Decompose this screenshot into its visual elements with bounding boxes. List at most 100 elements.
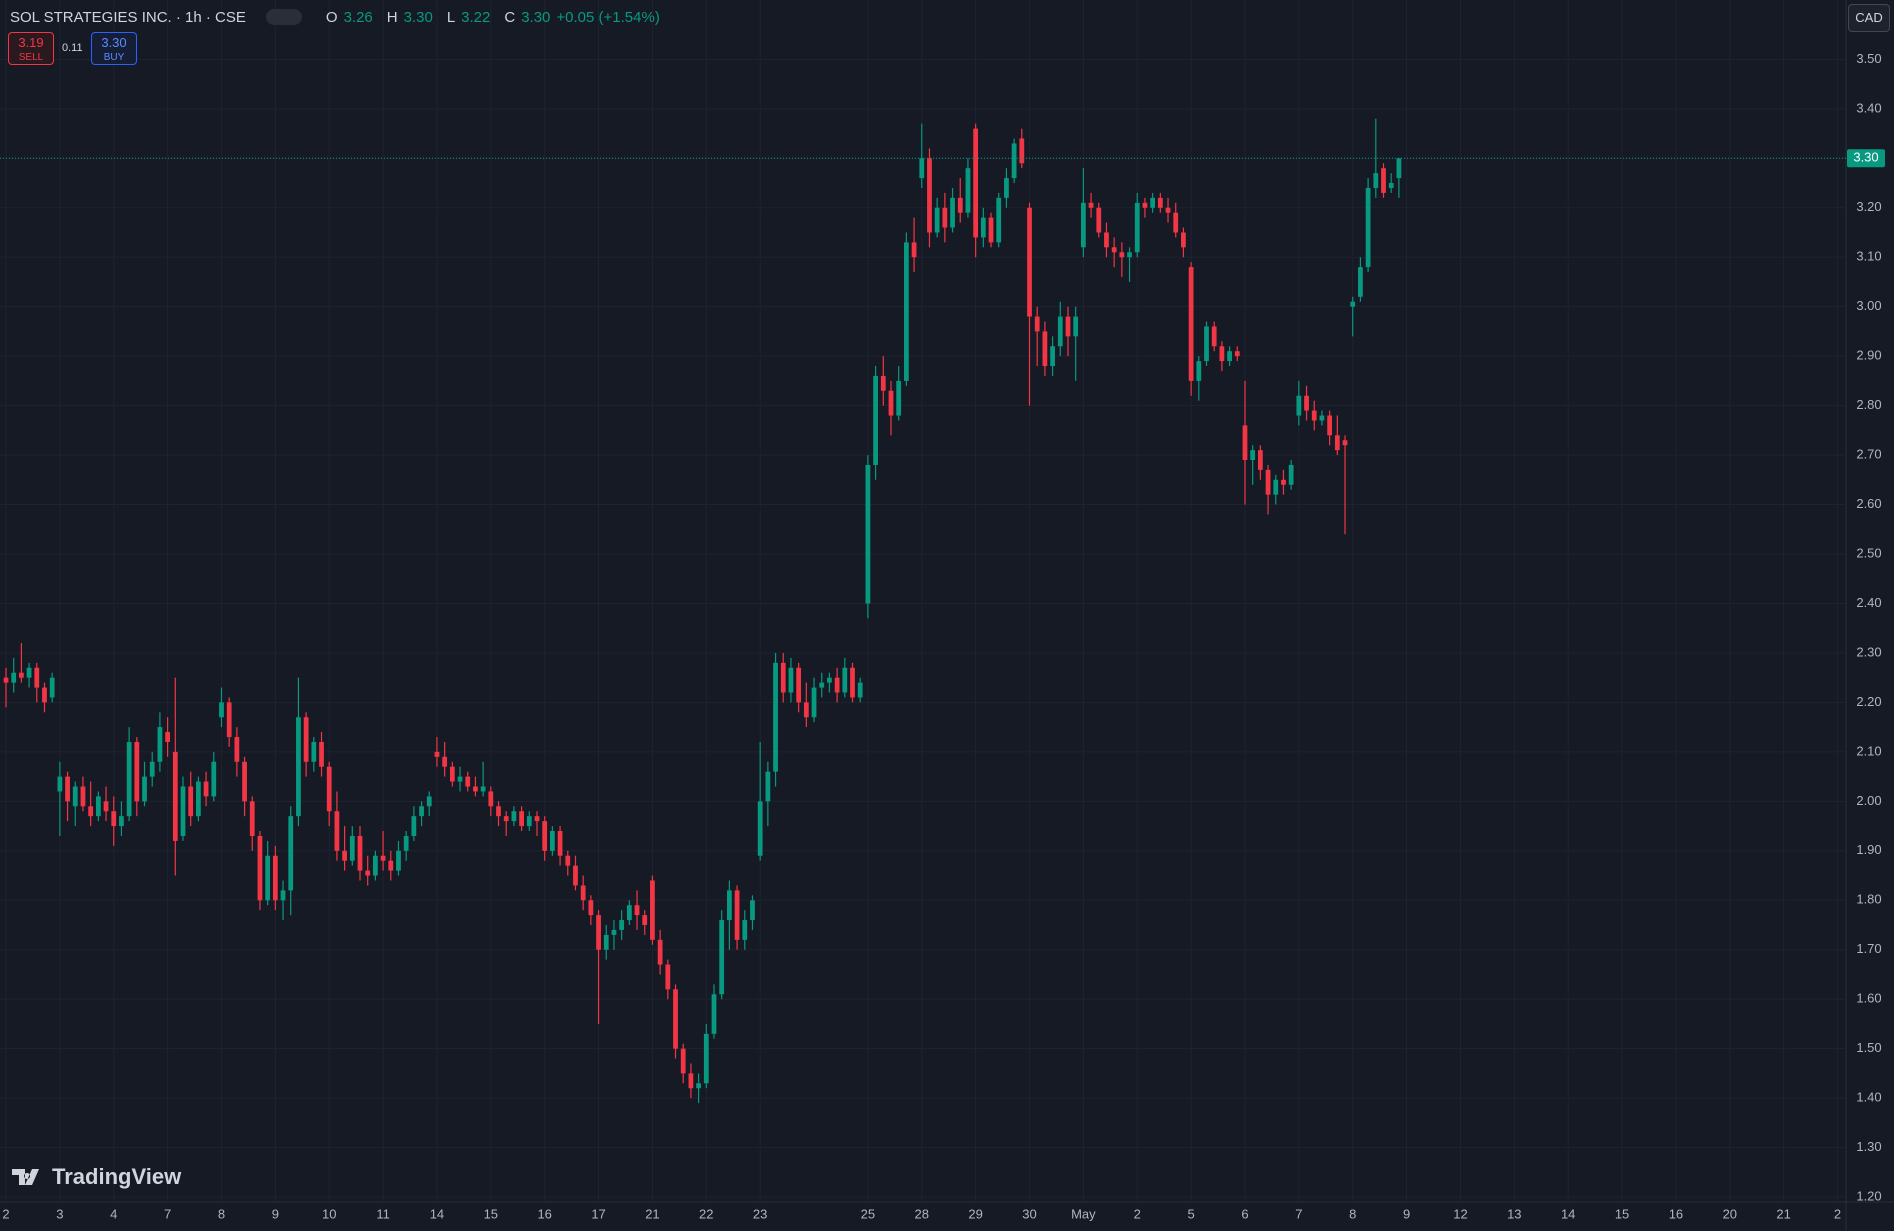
- candle-body: [957, 197, 963, 213]
- y-tick-label: 3.40: [1856, 100, 1881, 115]
- candle-body: [49, 677, 55, 698]
- buy-button[interactable]: 3.30 BUY: [91, 32, 137, 65]
- legend-value: 3.30: [403, 8, 433, 26]
- x-tick-label: 17: [591, 1206, 605, 1221]
- y-tick-label: 3.20: [1856, 199, 1881, 214]
- legend: SOL STRATEGIES INC. · 1h · CSE O 3.26 H 3.…: [10, 6, 660, 28]
- y-tick-label: 1.80: [1856, 892, 1881, 907]
- x-tick-label: May: [1071, 1206, 1096, 1221]
- candle-body: [188, 786, 194, 817]
- candle-body: [850, 667, 855, 698]
- candle-body: [788, 667, 794, 693]
- candle-body: [834, 677, 840, 693]
- candle-body: [596, 915, 601, 950]
- x-tick-label: 12: [1453, 1206, 1467, 1221]
- candle-body: [1188, 267, 1194, 381]
- legend-key: H: [386, 8, 398, 26]
- candle-body: [1034, 316, 1040, 332]
- y-tick-label: 2.10: [1856, 743, 1881, 758]
- toggle[interactable]: [265, 9, 302, 25]
- candle-body: [1165, 207, 1171, 213]
- candle-body: [680, 1048, 686, 1074]
- spread: 0.11: [62, 42, 83, 54]
- candle-body: [719, 920, 725, 995]
- legend-value: 3.26: [343, 8, 373, 26]
- x-tick-label: 7: [1295, 1206, 1302, 1221]
- candle-body: [865, 464, 871, 604]
- sell-label: SELL: [18, 52, 44, 63]
- candle-body: [1204, 326, 1209, 362]
- candle-body: [773, 662, 778, 772]
- candle-body: [1050, 346, 1055, 367]
- x-tick-label: 13: [1507, 1206, 1521, 1221]
- candle-body: [603, 934, 609, 950]
- candle-body: [1211, 326, 1217, 347]
- candle-body: [111, 811, 117, 827]
- y-tick-label: 2.50: [1856, 545, 1881, 560]
- candle-body: [234, 737, 240, 762]
- candle-body: [1219, 346, 1225, 362]
- currency-button[interactable]: CAD: [1848, 4, 1890, 32]
- candle-body: [434, 751, 440, 757]
- candle-body: [511, 811, 517, 822]
- candle-body: [265, 855, 271, 901]
- candle-body: [480, 786, 486, 792]
- candle-body: [126, 741, 132, 817]
- candle-body: [934, 207, 940, 233]
- candle-body: [819, 682, 825, 688]
- candle-body: [449, 766, 455, 782]
- x-tick-label: 2: [1834, 1206, 1841, 1221]
- candle-body: [642, 915, 648, 925]
- candle-body: [1027, 207, 1032, 317]
- candle-body: [1196, 361, 1202, 381]
- x-tick-label: 6: [1241, 1206, 1248, 1221]
- x-tick-label: 3: [56, 1206, 63, 1221]
- x-tick-label: 8: [1349, 1206, 1356, 1221]
- candle-body: [1096, 207, 1102, 233]
- x-tick-label: 11: [376, 1206, 390, 1221]
- candle-body: [65, 776, 70, 802]
- candle-body: [1288, 464, 1294, 485]
- sell-button[interactable]: 3.19 SELL: [8, 32, 54, 65]
- y-tick-label: 2.30: [1856, 644, 1881, 659]
- y-tick-label: 3.10: [1856, 249, 1881, 264]
- x-tick-label: 9: [272, 1206, 279, 1221]
- candle-body: [334, 811, 340, 851]
- candle-body: [634, 905, 640, 916]
- buy-price: 3.30: [101, 35, 127, 50]
- candle-body: [573, 865, 578, 886]
- candle-body: [11, 672, 17, 683]
- candle-body: [1388, 183, 1394, 188]
- candle-body: [1319, 415, 1325, 421]
- candle-body: [588, 900, 594, 916]
- candle-body: [1065, 316, 1071, 337]
- x-tick-label: 22: [699, 1206, 713, 1221]
- candle-body: [696, 1083, 701, 1089]
- y-tick-label: 2.60: [1856, 496, 1881, 511]
- candle-body: [26, 667, 32, 678]
- candle-body: [226, 702, 232, 738]
- candle-body: [611, 929, 617, 935]
- x-tick-label: 10: [322, 1206, 336, 1221]
- candle-body: [626, 905, 632, 921]
- candle-body: [88, 806, 94, 817]
- x-tick-label: 20: [1723, 1206, 1737, 1221]
- candle-body: [149, 761, 155, 777]
- y-tick-label: 1.90: [1856, 842, 1881, 857]
- candle-body: [665, 964, 671, 990]
- candle-body: [503, 816, 509, 822]
- candle-body: [973, 128, 979, 238]
- candle-body: [1104, 232, 1109, 248]
- candle-body: [880, 375, 886, 391]
- candle-body: [326, 766, 332, 812]
- last-price-box: [1847, 149, 1885, 168]
- x-tick-label: 4: [110, 1206, 117, 1221]
- candle-body: [803, 702, 809, 718]
- candle-body: [288, 816, 294, 891]
- candle-body: [388, 860, 394, 871]
- candle-body: [1381, 168, 1386, 193]
- candle-body: [734, 890, 740, 940]
- last-price-label: 3.30: [1853, 150, 1878, 165]
- candle-body: [19, 672, 24, 678]
